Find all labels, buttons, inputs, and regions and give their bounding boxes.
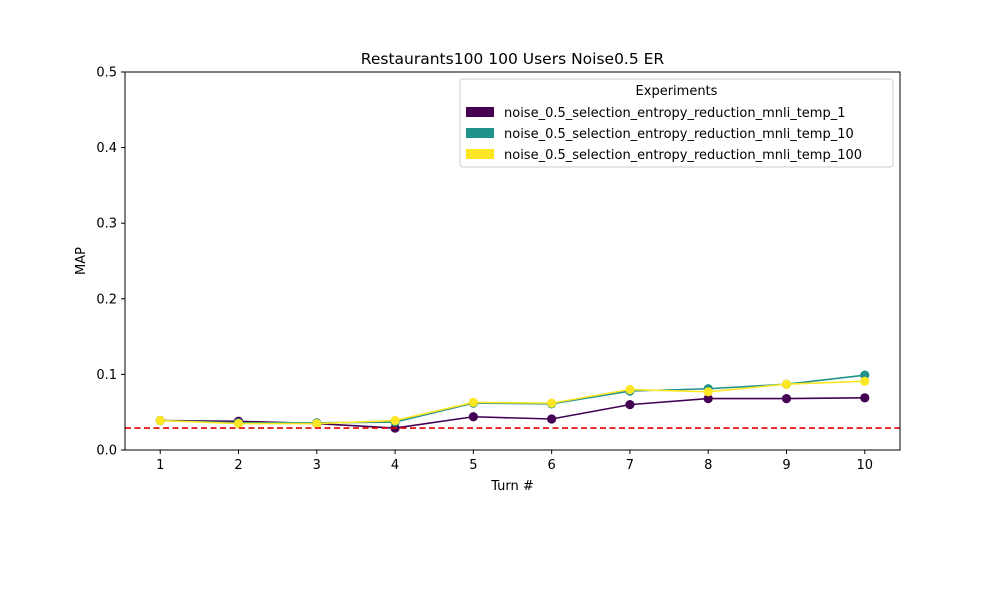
x-tick-label-2: 2 [234, 458, 242, 473]
x-tick-label-8: 8 [704, 458, 712, 473]
legend: Experiments noise_0.5_selection_entropy_r… [459, 78, 894, 168]
legend-box [459, 78, 894, 168]
x-tick-label-4: 4 [391, 458, 399, 473]
x-tick-label-9: 9 [782, 458, 790, 473]
legend-swatch-3 [466, 149, 494, 159]
plot-area: 1 2 3 4 5 6 7 8 9 10 0.0 0.1 0.2 0.3 0.4 0.5 [96, 66, 901, 473]
series-3-point-9 [781, 379, 792, 389]
series-3-point-4 [390, 415, 400, 426]
legend-swatch-1 [466, 107, 494, 117]
y-tick-label-5: 0.5 [96, 66, 117, 81]
legend-swatch-2 [466, 128, 494, 138]
y-tick-label-1: 0.1 [96, 368, 117, 383]
series-3-point-5 [468, 397, 478, 407]
series-1-point-5 [468, 412, 478, 422]
x-tick-label-5: 5 [469, 458, 477, 473]
series-3-point-2 [233, 418, 244, 429]
chart-title: Restaurants100 100 Users Noise0.5 ER [361, 50, 665, 68]
series-3-point-1 [155, 415, 165, 426]
x-axis-label: Turn # [490, 479, 534, 494]
y-tick-label-3: 0.3 [96, 217, 117, 232]
series-1-point-6 [547, 414, 557, 424]
x-tick-label-7: 7 [626, 458, 634, 473]
series-3-point-6 [547, 398, 557, 408]
series-1-point-8 [703, 393, 713, 404]
legend-label-1: noise_0.5_selection_entropy_reduction_mn… [504, 106, 845, 121]
legend-title: Experiments [636, 84, 718, 99]
y-tick-label-0: 0.0 [96, 444, 117, 459]
legend-label-3: noise_0.5_selection_entropy_reduction_mn… [504, 148, 862, 163]
x-tick-label-6: 6 [548, 458, 556, 473]
series-1-point-10 [860, 393, 870, 403]
y-tick-label-2: 0.2 [96, 292, 117, 307]
series-3-point-7 [625, 384, 635, 395]
y-axis-label: MAP [74, 247, 89, 275]
axes-frame [124, 71, 901, 451]
series-3-point-8 [703, 387, 713, 397]
x-tick-label-10: 10 [856, 458, 873, 473]
series-3-point-10 [860, 376, 870, 386]
series-1-point-7 [625, 400, 635, 410]
series-1-point-9 [781, 393, 792, 404]
y-tick-label-4: 0.4 [96, 141, 117, 156]
series-3-point-3 [312, 418, 322, 429]
x-tick-label-3: 3 [313, 458, 321, 473]
legend-label-2: noise_0.5_selection_entropy_reduction_mn… [504, 127, 854, 142]
series-line-3 [160, 380, 865, 425]
x-tick-label-1: 1 [156, 458, 164, 473]
